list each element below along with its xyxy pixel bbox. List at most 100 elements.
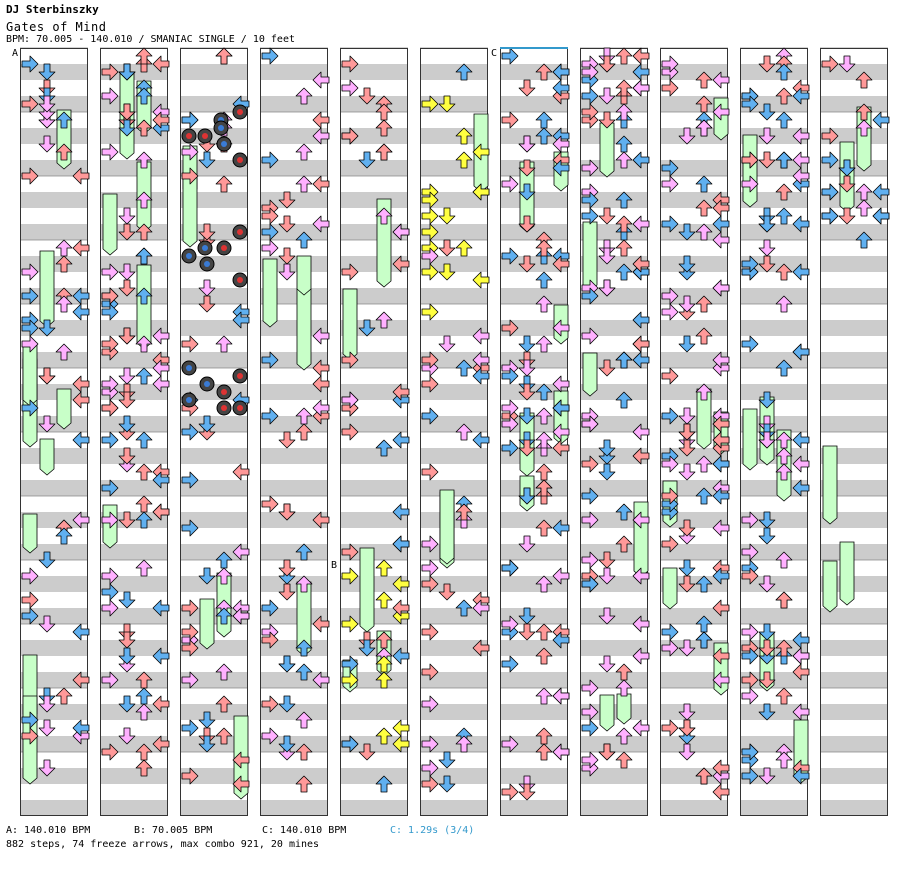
arrow-icon	[741, 95, 759, 113]
arrow-icon	[72, 511, 90, 529]
arrow-icon	[552, 375, 570, 393]
arrow-icon	[661, 79, 679, 97]
arrow-icon	[712, 455, 730, 473]
arrow-icon	[152, 327, 170, 345]
arrow-icon	[581, 207, 599, 225]
arrow-icon	[501, 111, 519, 129]
arrow-icon	[535, 239, 553, 257]
arrow-icon	[535, 687, 553, 705]
arrow-icon	[712, 647, 730, 665]
arrow-icon	[55, 295, 73, 313]
arrow-icon	[792, 647, 810, 665]
arrow-icon	[421, 263, 439, 281]
arrow-icon	[375, 727, 393, 745]
arrow-icon	[21, 167, 39, 185]
arrow-icon	[421, 247, 439, 265]
arrow-icon	[661, 535, 679, 553]
arrow-icon	[518, 439, 536, 457]
arrow-icon	[838, 207, 856, 225]
arrow-icon	[135, 495, 153, 513]
arrow-icon	[501, 735, 519, 753]
arrow-icon	[695, 455, 713, 473]
arrow-icon	[775, 151, 793, 169]
arrow-icon	[375, 143, 393, 161]
arrow-icon	[472, 183, 490, 201]
arrow-icon	[632, 151, 650, 169]
arrow-icon	[232, 751, 250, 769]
arrow-icon	[581, 679, 599, 697]
freeze-arrow-icon	[22, 342, 38, 407]
arrow-icon	[392, 503, 410, 521]
arrow-icon	[198, 279, 216, 297]
arrow-icon	[775, 591, 793, 609]
arrow-icon	[295, 711, 313, 729]
arrow-icon	[678, 295, 696, 313]
arrow-icon	[135, 151, 153, 169]
arrow-icon	[535, 519, 553, 537]
arrow-icon	[501, 655, 519, 673]
arrow-icon	[775, 111, 793, 129]
freeze-arrow-icon	[39, 438, 55, 476]
chart-stats: 882 steps, 74 freeze arrows, max combo 9…	[6, 839, 320, 850]
arrow-icon	[72, 239, 90, 257]
arrow-icon	[455, 599, 473, 617]
mine-icon	[216, 240, 232, 256]
arrow-icon	[518, 215, 536, 233]
freeze-arrow-icon	[662, 567, 678, 610]
arrow-icon	[341, 79, 359, 97]
arrow-icon	[135, 511, 153, 529]
arrow-icon	[535, 623, 553, 641]
arrow-icon	[215, 607, 233, 625]
arrow-icon	[72, 375, 90, 393]
arrow-icon	[198, 567, 216, 585]
arrow-icon	[278, 695, 296, 713]
arrow-icon	[21, 287, 39, 305]
arrow-icon	[341, 391, 359, 409]
arrow-icon	[38, 415, 56, 433]
arrow-icon	[152, 735, 170, 753]
arrow-icon	[678, 575, 696, 593]
arrow-icon	[792, 455, 810, 473]
arrow-icon	[215, 695, 233, 713]
arrow-icon	[581, 719, 599, 737]
arrow-icon	[181, 335, 199, 353]
arrow-icon	[712, 71, 730, 89]
mine-icon	[181, 392, 197, 408]
arrow-icon	[501, 415, 519, 433]
freeze-arrow-icon	[296, 288, 312, 371]
arrow-icon	[295, 231, 313, 249]
arrow-icon	[135, 119, 153, 137]
arrow-icon	[72, 719, 90, 737]
mine-icon	[232, 104, 248, 120]
arrow-icon	[758, 575, 776, 593]
arrow-icon	[38, 615, 56, 633]
arrow-icon	[758, 703, 776, 721]
arrow-icon	[695, 487, 713, 505]
arrow-icon	[775, 687, 793, 705]
arrow-icon	[152, 55, 170, 73]
arrow-icon	[632, 423, 650, 441]
arrow-icon	[501, 559, 519, 577]
arrow-icon	[501, 319, 519, 337]
arrow-icon	[712, 279, 730, 297]
arrow-icon	[181, 623, 199, 641]
arrow-icon	[632, 719, 650, 737]
arrow-icon	[615, 47, 633, 65]
arrow-icon	[295, 143, 313, 161]
arrow-icon	[518, 487, 536, 505]
arrow-icon	[472, 351, 490, 369]
arrow-icon	[198, 223, 216, 241]
arrow-icon	[135, 47, 153, 65]
arrow-icon	[278, 503, 296, 521]
arrow-icon	[295, 407, 313, 425]
arrow-icon	[598, 87, 616, 105]
arrow-icon	[455, 735, 473, 753]
arrow-icon	[101, 143, 119, 161]
arrow-icon	[598, 247, 616, 265]
arrow-icon	[278, 191, 296, 209]
arrow-icon	[472, 367, 490, 385]
arrow-icon	[792, 151, 810, 169]
arrow-icon	[438, 95, 456, 113]
arrow-icon	[438, 583, 456, 601]
arrow-icon	[758, 151, 776, 169]
